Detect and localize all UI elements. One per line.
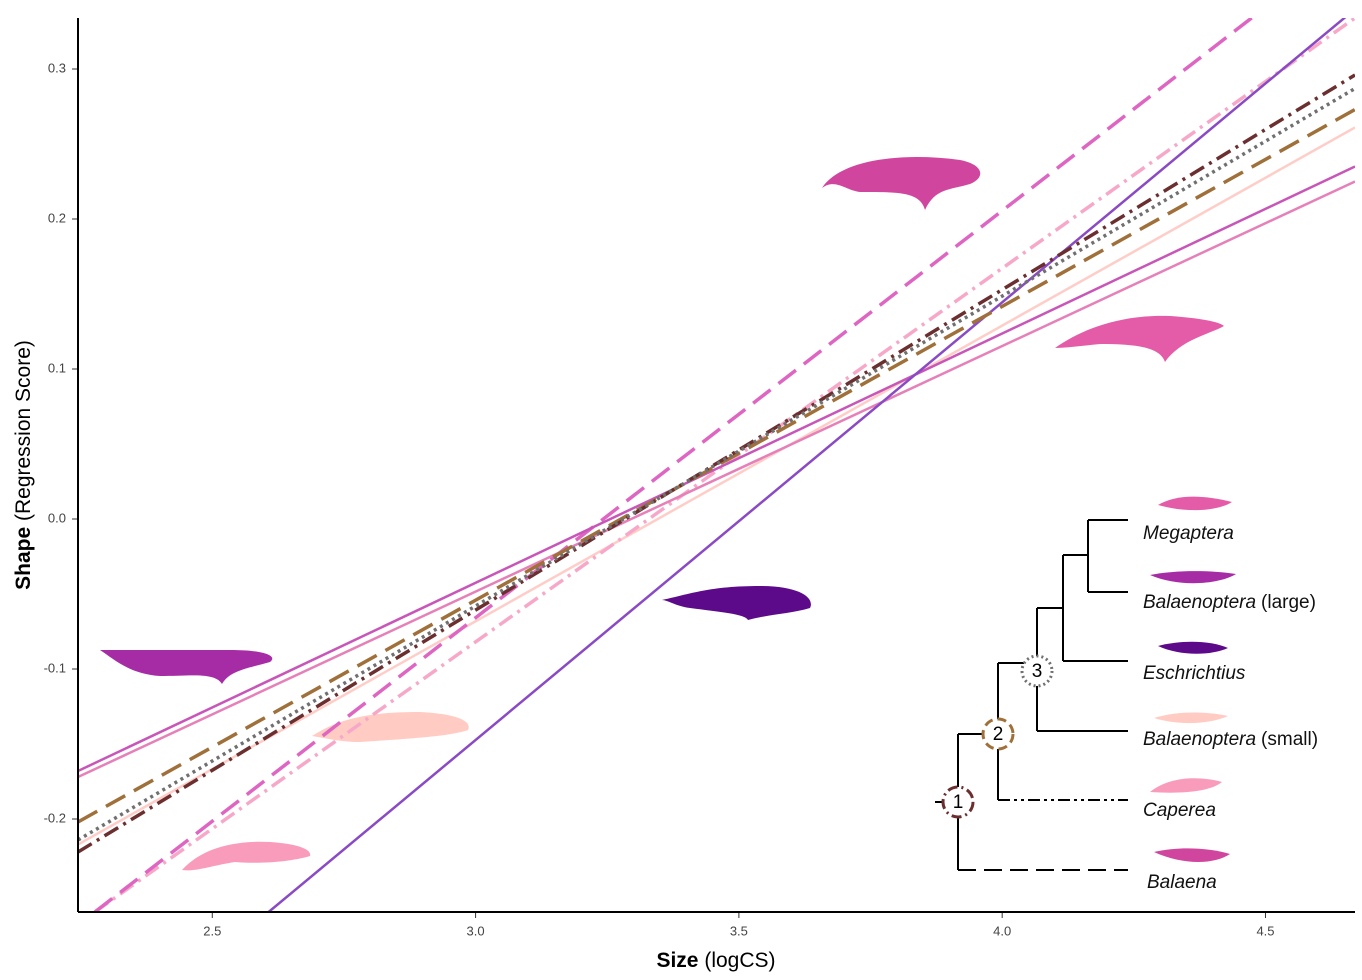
tip-label: Balaena (1147, 872, 1217, 893)
tip-label: Balaenoptera(small) (1143, 729, 1318, 750)
y-label-main: Shape (12, 527, 35, 590)
genus: Balaena (1147, 872, 1217, 893)
tip-label: Caperea (1143, 800, 1216, 821)
node-label: 2 (993, 724, 1004, 745)
node-label: 1 (953, 792, 964, 813)
y-tick-label: -0.1 (44, 660, 66, 675)
genus: Eschrichtius (1143, 663, 1246, 684)
x-tick-label: 4.5 (1256, 923, 1274, 938)
tip-label: Eschrichtius (1143, 663, 1246, 684)
genus: Balaenoptera (1143, 729, 1256, 750)
x-label-main: Size (656, 949, 698, 972)
y-tick-label: -0.2 (44, 810, 66, 825)
regression-line (78, 182, 1355, 778)
genus: Caperea (1143, 800, 1216, 821)
node-label: 3 (1032, 661, 1043, 682)
x-tick-label: 4.0 (993, 923, 1011, 938)
tip-label: Balaenoptera(large) (1143, 592, 1316, 613)
y-tick-label: 0.2 (48, 210, 66, 225)
regression-line (269, 14, 1350, 913)
qualifier: (small) (1261, 729, 1318, 750)
x-tick-label: 3.5 (730, 923, 748, 938)
x-label-unit: (logCS) (704, 949, 775, 972)
phylogeny: 1 2 3 (935, 520, 1128, 870)
qualifier: (large) (1261, 592, 1316, 613)
x-axis-label: Size (logCS) (656, 949, 775, 972)
x-tick-label: 3.0 (467, 923, 485, 938)
y-tick-label: 0.3 (48, 60, 66, 75)
genus: Megaptera (1143, 523, 1234, 544)
y-tick-label: 0.1 (48, 360, 66, 375)
genus: Balaenoptera (1143, 592, 1256, 613)
y-label-unit: (Regression Score) (12, 340, 35, 521)
y-tick-label: 0.0 (48, 510, 66, 525)
regression-line (78, 110, 1355, 823)
y-axis-label: Shape (Regression Score) (12, 340, 35, 590)
x-tick-label: 2.5 (203, 923, 221, 938)
regression-line (95, 11, 1261, 913)
chart: -0.2 -0.1 0.0 0.1 0.2 0.3 2.5 3.0 3.5 4.0 4.5 Size… (0, 0, 1362, 975)
tip-label: Megaptera (1143, 523, 1234, 544)
regression-lines (78, 11, 1355, 913)
